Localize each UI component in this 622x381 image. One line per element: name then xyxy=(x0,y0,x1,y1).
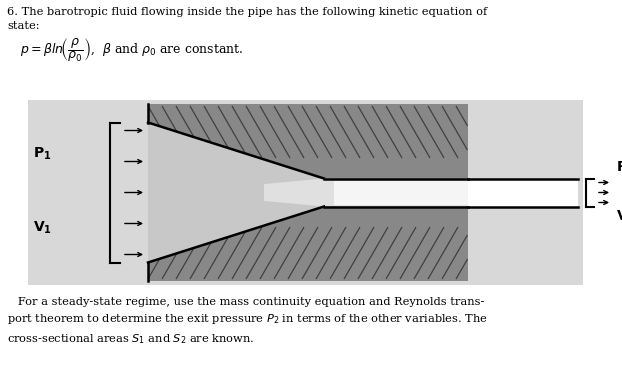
Polygon shape xyxy=(148,104,468,179)
Text: $p = \beta ln\!\left(\dfrac{\rho}{\rho_0}\right)$,  $\beta$ and $\rho_0$ are con: $p = \beta ln\!\left(\dfrac{\rho}{\rho_0… xyxy=(20,36,244,64)
Bar xyxy=(28,100,583,285)
Polygon shape xyxy=(148,207,468,281)
Text: $\mathbf{V_2}$: $\mathbf{V_2}$ xyxy=(616,208,622,225)
Text: For a steady-state regime, use the mass continuity equation and Reynolds trans-
: For a steady-state regime, use the mass … xyxy=(7,297,488,346)
Text: state:: state: xyxy=(7,21,40,31)
Polygon shape xyxy=(148,123,468,263)
Text: $\mathbf{P_1}$: $\mathbf{P_1}$ xyxy=(33,145,52,162)
Polygon shape xyxy=(264,179,468,207)
Polygon shape xyxy=(334,181,468,205)
Text: 6. The barotropic fluid flowing inside the pipe has the following kinetic equati: 6. The barotropic fluid flowing inside t… xyxy=(7,7,487,17)
Text: $\mathbf{V_1}$: $\mathbf{V_1}$ xyxy=(33,219,52,236)
Bar xyxy=(468,179,578,207)
Text: $\mathbf{P_2}$: $\mathbf{P_2}$ xyxy=(616,160,622,176)
Bar xyxy=(148,104,468,281)
